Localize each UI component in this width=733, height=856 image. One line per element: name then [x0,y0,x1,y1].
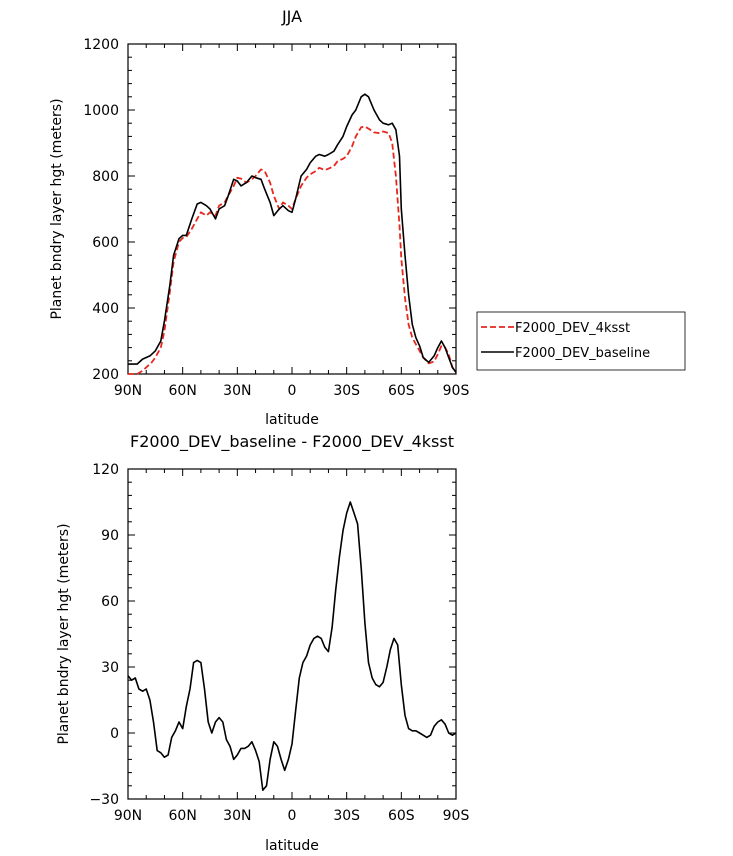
top-y-tick-label: 400 [92,301,119,317]
top-x-tick-label: 0 [288,383,297,399]
bottom-panel: F2000_DEV_baseline - F2000_DEV_4ksst 90N… [56,432,469,854]
top-y-tick-label: 1000 [83,103,119,119]
top-y-axis-title: Planet bndry layer hgt (meters) [49,98,65,319]
top-x-tick-label: 60N [169,383,197,399]
bottom-y-axis-title: Planet bndry layer hgt (meters) [56,523,72,744]
top-y-tick-label: 800 [92,169,119,185]
bottom-x-axis-title: latitude [265,838,319,854]
bottom-plot-frame [127,468,457,800]
bottom-axes: 90N 60N 30N 0 30S 60S 90S −30 0 30 60 90 120 [89,462,469,824]
top-y-tick-label: 600 [92,235,119,251]
bottom-series [127,501,457,792]
bottom-series-line-0 [127,501,457,792]
legend-box [476,311,686,371]
top-series [128,93,457,375]
top-x-tick-label: 60S [388,383,415,399]
bottom-x-tick-label: 30S [333,808,360,824]
bottom-x-tick-label: 60S [388,808,415,824]
bottom-y-tick-label: 60 [101,594,119,610]
bottom-x-tick-label: 0 [288,808,297,824]
bottom-chart-title: F2000_DEV_baseline - F2000_DEV_4ksst [130,432,454,452]
bottom-x-tick-label: 90S [443,808,470,824]
top-x-axis-title: latitude [265,412,319,428]
top-chart-title: JJA [281,7,302,26]
bottom-x-tick-label: 90N [114,808,142,824]
top-series-line-1 [128,93,457,373]
top-axes: 90N 60N 30N 0 30S 60S 90S 200 400 600 800 1000 1200 [83,37,469,399]
bottom-x-tick-label: 30N [223,808,251,824]
bottom-y-tick-label: 0 [110,726,119,742]
bottom-y-tick-label: 120 [92,462,119,478]
bottom-y-tick-label: 90 [101,528,119,544]
top-series-line-0 [128,125,457,375]
legend-label-baseline: F2000_DEV_baseline [515,346,650,361]
top-x-tick-label: 30S [333,383,360,399]
top-panel: JJA 90N 60N 30N 0 30S 60S 90S 200 400 600 800 1000 1… [49,7,469,428]
bottom-y-tick-label: 30 [101,660,119,676]
bottom-y-tick-label: −30 [89,792,119,808]
bottom-x-tick-label: 60N [169,808,197,824]
top-y-tick-label: 200 [92,367,119,383]
top-x-tick-label: 90S [443,383,470,399]
legend-label-4ksst: F2000_DEV_4ksst [515,321,630,336]
top-x-tick-label: 90N [114,383,142,399]
legend: F2000_DEV_4ksst F2000_DEV_baseline [476,311,686,371]
top-x-tick-label: 30N [223,383,251,399]
top-y-tick-label: 1200 [83,37,119,53]
